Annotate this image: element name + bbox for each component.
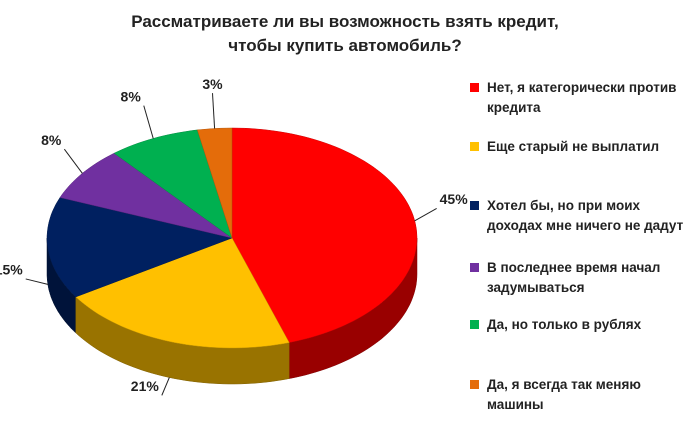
legend-swatch bbox=[470, 201, 479, 210]
data-label: 45% bbox=[440, 191, 469, 207]
leader-line bbox=[25, 278, 48, 285]
leader-line bbox=[143, 105, 154, 139]
data-label: 3% bbox=[202, 76, 223, 92]
legend-label: Нет, я категорически против кредита bbox=[487, 80, 677, 115]
slice bbox=[196, 127, 233, 239]
legend-label: Еще старый не выплатил bbox=[487, 139, 660, 154]
data-label: 8% bbox=[121, 88, 142, 104]
slice bbox=[46, 197, 233, 298]
slice bbox=[231, 127, 418, 343]
legend-item: Да, но только в рублях bbox=[470, 315, 695, 335]
legend-label: Хотел бы, но при моих доходах мне ничего… bbox=[487, 198, 684, 233]
legend-label: В последнее время начал задумываться bbox=[487, 260, 661, 295]
legend-item: Да, я всегда так меняю машины bbox=[470, 375, 695, 415]
legend-item: Нет, я категорически против кредита bbox=[470, 78, 695, 118]
legend-item: Хотел бы, но при моих доходах мне ничего… bbox=[470, 196, 695, 236]
legend-swatch bbox=[470, 263, 479, 272]
data-label: 15% bbox=[0, 262, 23, 278]
data-label: 21% bbox=[131, 378, 160, 394]
data-label: 8% bbox=[41, 132, 62, 148]
legend-label: Да, я всегда так меняю машины bbox=[487, 377, 641, 412]
legend-label: Да, но только в рублях bbox=[487, 317, 642, 332]
legend-swatch bbox=[470, 83, 479, 92]
legend-item: В последнее время начал задумываться bbox=[470, 258, 695, 298]
leader-line bbox=[63, 148, 83, 174]
legend-swatch bbox=[470, 142, 479, 151]
slice bbox=[113, 129, 233, 239]
chart-title: Рассматриваете ли вы возможность взять к… bbox=[131, 12, 559, 55]
leader-line bbox=[212, 93, 216, 129]
leader-line bbox=[161, 377, 170, 396]
leader-line bbox=[414, 208, 437, 222]
legend-swatch bbox=[470, 380, 479, 389]
legend-swatch bbox=[470, 320, 479, 329]
legend-item: Еще старый не выплатил bbox=[470, 137, 695, 157]
slice bbox=[75, 237, 290, 349]
